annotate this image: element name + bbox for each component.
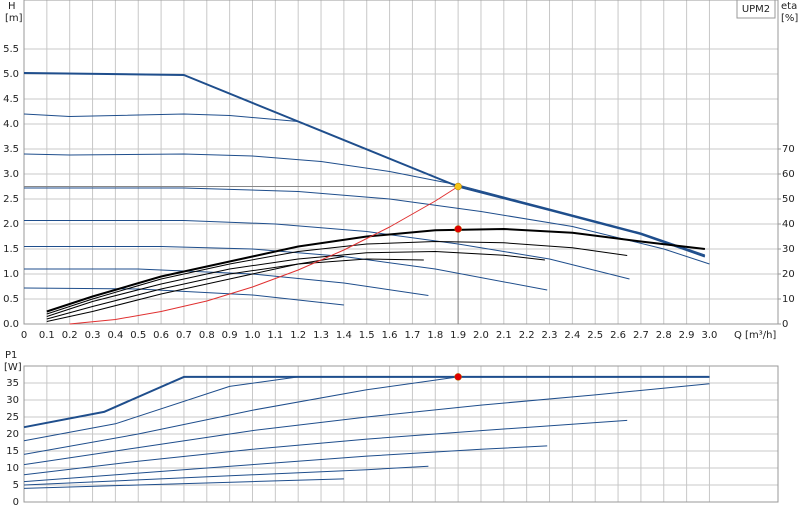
x-tick-label: 1.7 <box>404 330 420 341</box>
y-tick-label: 35 <box>6 378 19 389</box>
y-tick-label: 1.0 <box>3 269 19 280</box>
curve <box>69 186 459 325</box>
y-tick-label: 4.0 <box>3 119 19 130</box>
curve <box>23 153 706 256</box>
x-tick-label: 2.4 <box>564 330 580 341</box>
y-tick-label: 5.5 <box>3 44 19 55</box>
operating-point <box>454 225 462 233</box>
curve <box>46 241 628 315</box>
x-tick-label: 0.7 <box>176 330 192 341</box>
curve <box>23 376 710 455</box>
curve <box>46 258 424 320</box>
plot-frame <box>23 0 779 325</box>
x-tick-label: 1.0 <box>245 330 261 341</box>
y2-tick-label: 60 <box>782 169 795 180</box>
x-tick-label: 3.0 <box>702 330 718 341</box>
y2-tick-label: 10 <box>782 294 795 305</box>
y-tick-label: 2.0 <box>3 219 19 230</box>
x-tick-label: 0.6 <box>153 330 169 341</box>
y-tick-label: 3.0 <box>3 169 19 180</box>
curve <box>23 465 429 486</box>
y2-tick-label: 50 <box>782 194 795 205</box>
y-unit: [W] <box>4 362 22 373</box>
y2-unit: [%] <box>781 13 798 24</box>
y-label: H <box>8 1 16 12</box>
operating-point <box>454 182 462 191</box>
x-tick-label: 2.5 <box>587 330 603 341</box>
curve <box>23 478 344 489</box>
x-tick-label: 0.8 <box>199 330 215 341</box>
x-tick-label: 1.1 <box>267 330 283 341</box>
x-tick-label: 2.2 <box>519 330 535 341</box>
y-tick-label: 25 <box>6 412 19 423</box>
x-tick-label: 0.9 <box>222 330 238 341</box>
y-tick-label: 15 <box>6 446 19 457</box>
y-tick-label: 4.5 <box>3 94 19 105</box>
x-tick-label: 2.9 <box>679 330 695 341</box>
curve <box>23 445 548 483</box>
x-tick-label: 1.2 <box>290 330 306 341</box>
x-tick-label: 2.1 <box>496 330 512 341</box>
x-tick-label: 0.1 <box>39 330 55 341</box>
y-tick-label: 5.0 <box>3 69 19 80</box>
y-label: P1 <box>5 350 17 361</box>
curve <box>46 251 545 317</box>
y-tick-label: 30 <box>6 395 19 406</box>
y-tick-label: 1.5 <box>3 244 19 255</box>
x-tick-label: 1.8 <box>427 330 443 341</box>
y2-tick-label: 70 <box>782 144 795 155</box>
legend-text: UPM2 <box>742 4 770 15</box>
curve <box>24 246 548 291</box>
y-tick-label: 10 <box>6 463 19 474</box>
x-tick-label: 2.6 <box>610 330 626 341</box>
plot-frame <box>23 365 779 503</box>
x-tick-label: 1.6 <box>382 330 398 341</box>
y-tick-label: 0.5 <box>3 294 19 305</box>
x-tick-label: 2.3 <box>542 330 558 341</box>
y2-tick-label: 20 <box>782 269 795 280</box>
curve <box>23 383 710 466</box>
x-tick-label: 0.5 <box>130 330 146 341</box>
legend-box <box>736 0 776 19</box>
x-tick-label: 0.2 <box>62 330 78 341</box>
y2-label: eta <box>781 1 797 12</box>
y-tick-label: 5 <box>13 480 19 491</box>
x-tick-label: 1.3 <box>313 330 329 341</box>
y-tick-label: 0.0 <box>3 319 19 330</box>
x-label: Q [m³/h] <box>734 330 776 341</box>
curve <box>23 113 299 122</box>
y-tick-label: 0 <box>13 497 19 508</box>
y2-tick-label: 30 <box>782 244 795 255</box>
x-tick-label: 0 <box>21 330 27 341</box>
y2-tick-label: 0 <box>782 319 788 330</box>
curve <box>24 220 630 280</box>
curve <box>24 187 710 265</box>
operating-point <box>454 373 462 381</box>
x-tick-label: 1.5 <box>359 330 375 341</box>
x-tick-label: 1.9 <box>450 330 466 341</box>
y-unit: [m] <box>5 13 23 24</box>
curve <box>46 256 344 322</box>
y2-tick-label: 40 <box>782 219 795 230</box>
x-tick-label: 0.3 <box>85 330 101 341</box>
curve <box>23 376 710 442</box>
curve <box>46 228 706 313</box>
x-tick-label: 0.4 <box>107 330 123 341</box>
curve <box>23 419 628 476</box>
y-tick-label: 2.5 <box>3 194 19 205</box>
x-tick-label: 1.4 <box>336 330 352 341</box>
curve <box>23 287 344 306</box>
y-tick-label: 3.5 <box>3 144 19 155</box>
x-tick-label: 2.0 <box>473 330 489 341</box>
x-tick-label: 2.8 <box>656 330 672 341</box>
y-tick-label: 20 <box>6 429 19 440</box>
x-tick-label: 2.7 <box>633 330 649 341</box>
